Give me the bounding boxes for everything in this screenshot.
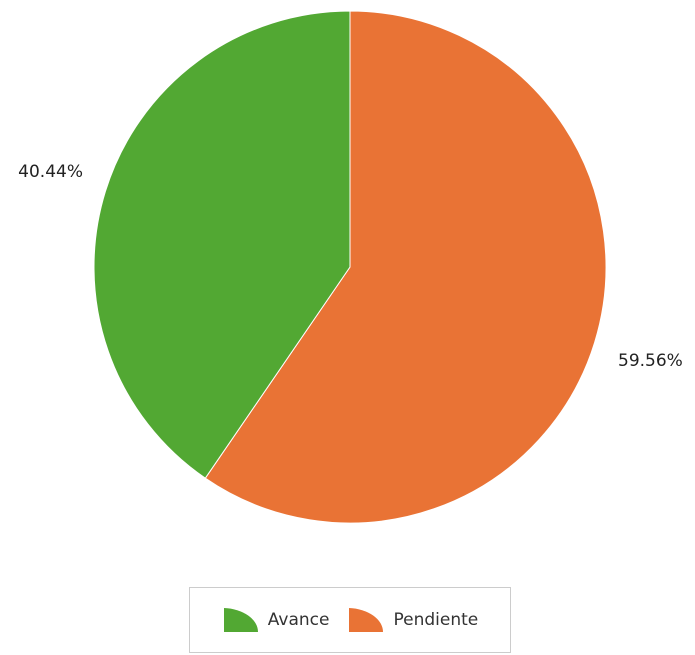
legend-item-avance[interactable]: Avance	[222, 606, 330, 634]
legend-swatch-pendiente	[349, 608, 384, 632]
pie-label-pendiente: 59.56%	[618, 351, 683, 371]
legend-item-pendiente[interactable]: Pendiente	[347, 606, 478, 634]
legend-label-pendiente: Pendiente	[393, 610, 479, 630]
pie-label-avance: 40.44%	[18, 162, 83, 182]
pie-chart: 59.56% 40.44%	[18, 10, 683, 524]
pie-slices	[93, 10, 607, 524]
pie-slice-avance[interactable]	[93, 10, 351, 479]
chart-legend: Avance Pendiente	[189, 587, 511, 653]
pie-labels: 59.56% 40.44%	[18, 162, 683, 371]
legend-swatch-avance	[223, 608, 258, 632]
legend-label-avance: Avance	[267, 610, 330, 630]
pie-slice-pendiente[interactable]	[204, 10, 607, 524]
